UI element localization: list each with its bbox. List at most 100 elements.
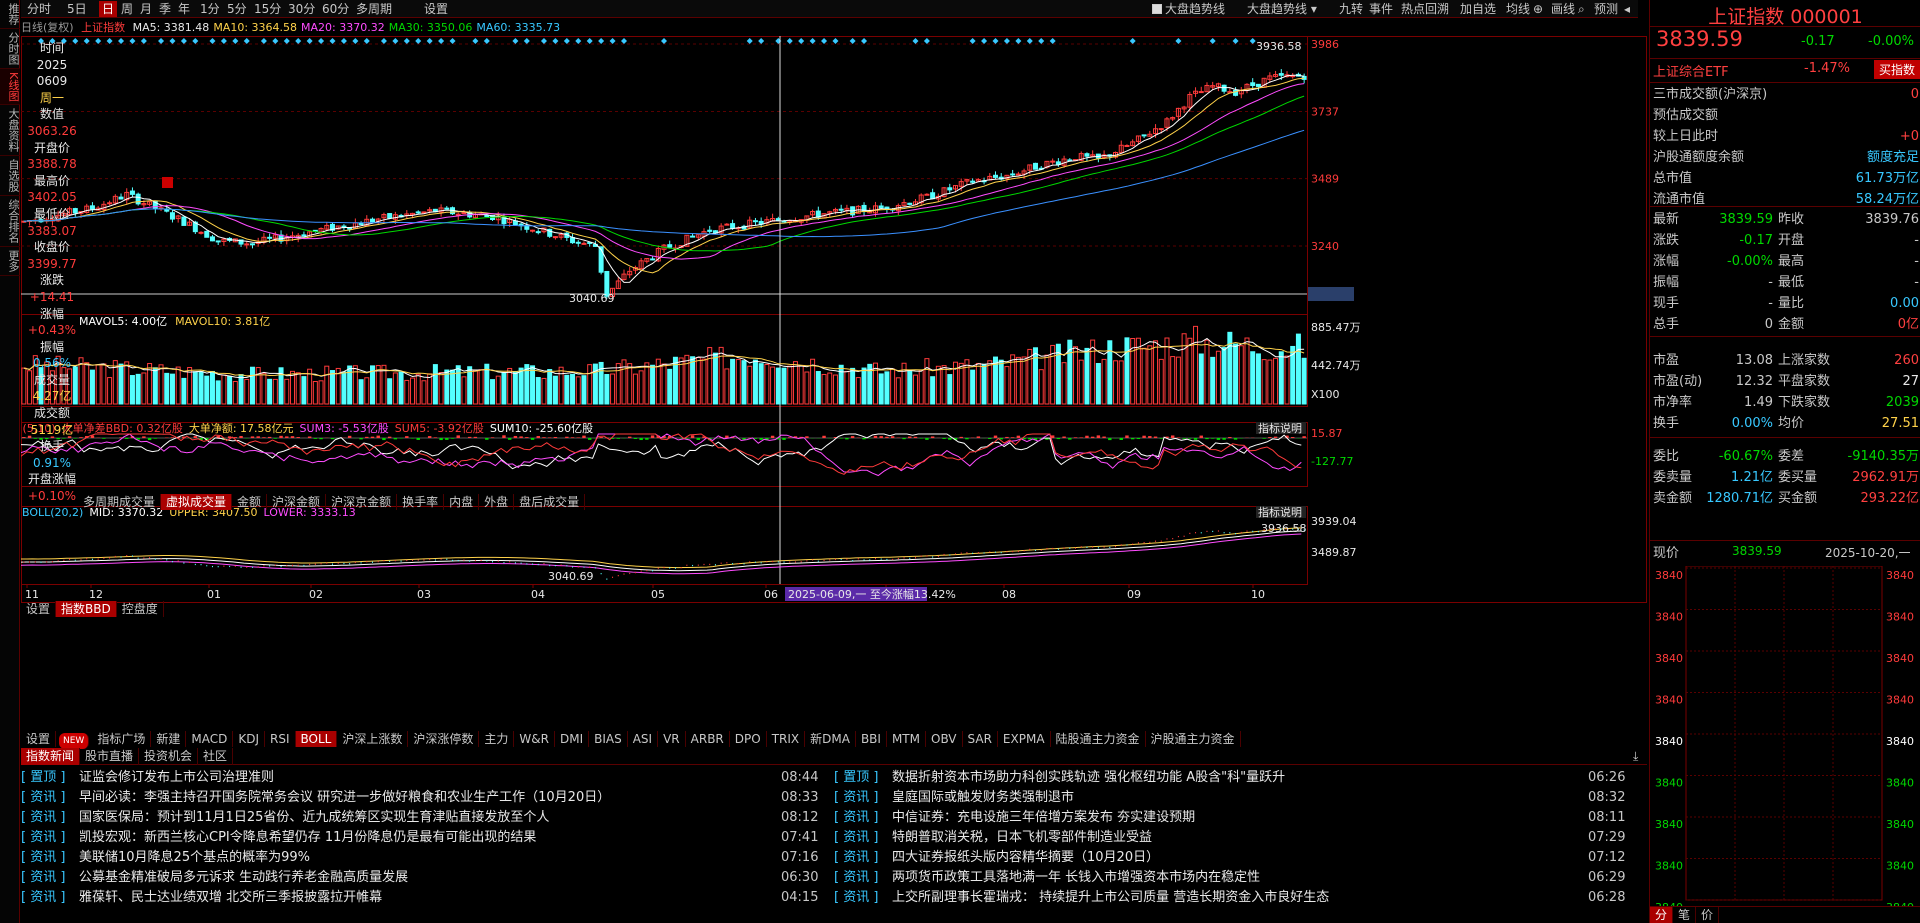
indicator-tab[interactable]: RSI (265, 731, 296, 747)
indicator-tab[interactable]: DPO (730, 731, 767, 747)
indicator-tab[interactable]: 主力 (479, 731, 515, 747)
boll-help-label[interactable]: 指标说明 (1258, 505, 1302, 519)
kline-chart[interactable]: 398637373489324030633936.583040.69885.47… (21, 36, 1647, 748)
news-title[interactable]: 公募基金精准破局多元诉求 生动践行养老金融高质量发展 (79, 870, 409, 885)
indicator-tab[interactable]: MTM (887, 731, 926, 747)
volume-tab[interactable]: 虚拟成交量 (161, 494, 233, 510)
download-icon[interactable]: ⤓ (1633, 749, 1639, 763)
event-button[interactable]: 事件 (1369, 2, 1394, 16)
indicator-tab[interactable]: 沪股通主力资金 (1146, 731, 1241, 747)
indicator-tab[interactable]: W&R (514, 731, 555, 747)
period-month[interactable]: 月 (140, 2, 153, 16)
bbd-help-button[interactable] (1256, 422, 1306, 434)
period-season[interactable]: 季 (159, 2, 172, 16)
indicator-tab[interactable]: 新DMA (805, 731, 856, 747)
indicator-tab[interactable]: KDJ (233, 731, 266, 747)
volume-tab[interactable]: 沪深京金额 (326, 494, 398, 510)
indicator-tab[interactable]: ASI (628, 731, 659, 747)
draw-icon[interactable]: ⊕ (1533, 2, 1544, 16)
tick-tab[interactable]: 价 (1696, 907, 1720, 923)
bbd-tab[interactable]: 指数BBD (56, 601, 117, 617)
indicator-tab[interactable]: 指标广场 (92, 731, 152, 747)
period-day[interactable]: 日 (99, 1, 118, 17)
volume-tab[interactable]: 沪深金额 (267, 494, 327, 510)
left-tab-more[interactable]: 更多 (0, 247, 20, 277)
period-1min[interactable]: 1分 (200, 2, 220, 16)
left-tab-market-data[interactable]: 大盘资料 (0, 105, 20, 157)
left-tab-kline[interactable]: K线图 (0, 69, 20, 106)
news-title[interactable]: 国家医保局：预计到11月1日25省份、近九成统筹区实现生育津贴直接发放至个人 (79, 810, 550, 825)
trend-checkbox[interactable]: 大盘趋势线 (1152, 1, 1225, 17)
ma-button[interactable]: 均线 (1506, 2, 1531, 16)
period-week[interactable]: 周 (121, 2, 134, 16)
period-30min[interactable]: 30分 (288, 2, 316, 16)
volume-tab[interactable]: 外盘 (479, 494, 515, 510)
indicator-tab[interactable]: BBI (856, 731, 887, 747)
news-title[interactable]: 特朗普取消关税，日本飞机零部件制造业受益 (892, 830, 1153, 845)
indicator-tab[interactable]: BIAS (589, 731, 628, 747)
news-title[interactable]: 中信证券：充电设施三年倍增方案发布 夯实建设预期 (892, 810, 1196, 825)
news-title[interactable]: 雅葆轩、民士达业绩双增 北交所三季报披露拉开帷幕 (79, 890, 383, 905)
more-arrow-icon[interactable]: ◂ (1624, 2, 1631, 16)
bbd-tab[interactable]: 设置 (21, 601, 57, 617)
period-5min[interactable]: 5分 (227, 2, 247, 16)
news-title[interactable]: 数据折射资本市场助力科创实践轨迹 强化枢纽功能 A股含"科"量跃升 (892, 770, 1286, 785)
settings-button[interactable]: 设置 (424, 2, 449, 16)
bbd-tab[interactable]: 控盘度 (117, 601, 164, 617)
indicator-tab[interactable]: NEW (59, 733, 90, 749)
trend-select[interactable]: 大盘趋势线 ▾ (1247, 1, 1317, 17)
news-title[interactable]: 早间必读：李强主持召开国务院常务会议 研究进一步做好粮食和农业生产工作（10月2… (79, 790, 611, 805)
news-title[interactable]: 上交所副理事长霍瑞戎： 持续提升上市公司质量 营造长期资金入市良好生态 (892, 890, 1330, 905)
forecast-button[interactable]: 预测 (1594, 2, 1619, 16)
tick-tab[interactable]: 分 (1650, 907, 1674, 923)
indicator-tab[interactable]: 新建 (151, 731, 187, 747)
period-multi[interactable]: 多周期 (356, 2, 393, 16)
volume-tab[interactable]: 内盘 (444, 494, 480, 510)
pencil-icon[interactable] (162, 177, 173, 188)
draw-line-button[interactable]: 画线 (1551, 2, 1576, 16)
indicator-tab[interactable]: VR (658, 731, 686, 747)
indicator-tab[interactable]: 设置 (21, 731, 57, 747)
indicator-tab[interactable]: MACD (186, 731, 234, 747)
news-tab[interactable]: 社区 (198, 748, 234, 765)
indicator-tab[interactable]: 陆股通主力资金 (1051, 731, 1146, 747)
news-tab[interactable]: 股市直播 (80, 748, 140, 765)
boll-help-button[interactable] (1256, 506, 1306, 518)
volume-tab[interactable]: 换手率 (397, 494, 445, 510)
period-timeshare[interactable]: 分时 (27, 2, 52, 16)
left-tab-recommend[interactable]: 推荐 (0, 0, 20, 29)
indicator-tab[interactable]: OBV (926, 731, 963, 747)
bbd-help-label[interactable]: 指标说明 (1258, 421, 1302, 435)
etf-link[interactable]: 上证综合ETF (1653, 65, 1729, 80)
nine-turn-button[interactable]: 九转 (1339, 2, 1364, 16)
news-title[interactable]: 证监会修订发布上市公司治理准则 (79, 770, 275, 785)
indicator-tab[interactable]: 沪深上涨数 (337, 731, 409, 747)
news-title[interactable]: 皇庭国际或触发财务类强制退市 (892, 790, 1075, 805)
news-title[interactable]: 凯投宏观：新西兰核心CPI令降息希望仍存 11月份降息仍是最有可能出现的结果 (79, 830, 537, 845)
indicator-tab[interactable]: ARBR (686, 731, 730, 747)
indicator-tab[interactable]: TRIX (767, 731, 806, 747)
period-15min[interactable]: 15分 (254, 2, 282, 16)
tick-tab[interactable]: 笔 (1673, 907, 1697, 923)
left-tab-ranking[interactable]: 综合排名 (0, 196, 20, 248)
news-tab[interactable]: 指数新闻 (21, 748, 81, 765)
period-year[interactable]: 年 (178, 2, 191, 16)
indicator-tab[interactable]: DMI (555, 731, 590, 747)
left-tab-timeshare[interactable]: 分时图 (0, 29, 20, 69)
volume-tab[interactable]: 盘后成交量 (514, 494, 586, 510)
news-tab[interactable]: 投资机会 (139, 748, 199, 765)
indicator-tab[interactable]: SAR (963, 731, 998, 747)
volume-tab[interactable]: 金额 (232, 494, 268, 510)
hot-review-button[interactable]: 热点回溯 (1401, 2, 1450, 16)
indicator-tab[interactable]: EXPMA (998, 731, 1051, 747)
buy-index-button[interactable]: 买指数 (1874, 60, 1920, 79)
news-title[interactable]: 美联储10月降息25个基点的概率为99% (79, 850, 310, 865)
news-title[interactable]: 两项货币政策工具落地满一年 长钱入市增强资本市场内在稳定性 (892, 870, 1261, 885)
period-5day[interactable]: 5日 (67, 2, 87, 16)
indicator-tab[interactable]: BOLL (295, 731, 338, 747)
add-watchlist-button[interactable]: 加自选 (1460, 2, 1497, 16)
news-title[interactable]: 四大证券报纸头版内容精华摘要（10月20日） (892, 850, 1160, 865)
left-tab-watchlist[interactable]: 自选股 (0, 156, 20, 197)
period-60min[interactable]: 60分 (322, 2, 350, 16)
indicator-tab[interactable]: 沪深涨停数 (408, 731, 480, 747)
